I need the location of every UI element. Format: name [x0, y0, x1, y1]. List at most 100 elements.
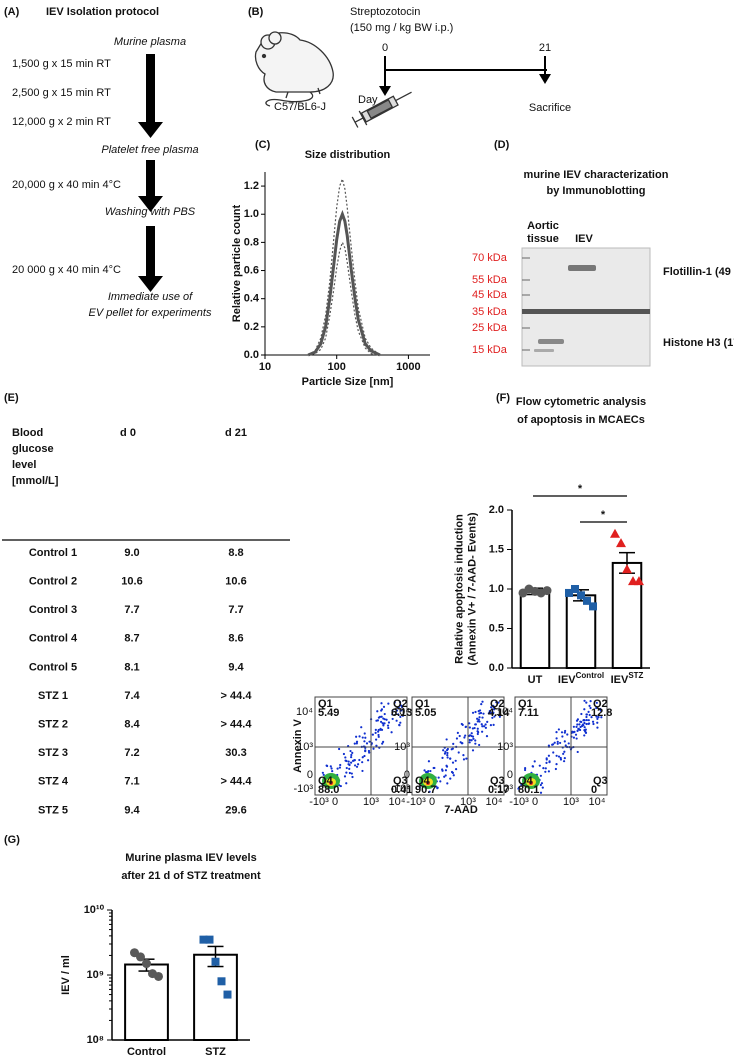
event-dot [547, 770, 550, 773]
y-tick-label: 10⁸ [87, 1034, 104, 1046]
blot-title: by Immunoblotting [547, 185, 646, 197]
event-dot [471, 749, 475, 752]
quadrant-name: Q4 [318, 775, 334, 787]
event-dot [547, 754, 551, 757]
event-dot [471, 735, 475, 738]
event-dot [326, 764, 329, 768]
event-dot [481, 716, 484, 719]
flow-y-tick: 10³ [497, 741, 513, 753]
event-dot [484, 726, 487, 729]
event-dot [589, 706, 592, 710]
event-dot [576, 729, 579, 732]
quadrant-value: 90.7 [415, 784, 436, 796]
event-dot [350, 755, 353, 759]
event-dot [345, 782, 348, 785]
event-dot [338, 766, 342, 769]
event-dot [495, 701, 498, 704]
event-dot [345, 759, 348, 763]
event-dot [595, 715, 598, 718]
event-dot [477, 718, 480, 721]
event-dot [449, 757, 452, 760]
event-dot [595, 706, 598, 710]
quadrant-name: Q3 [393, 775, 408, 787]
flow-y-tick: 0 [404, 769, 410, 781]
data-point [577, 591, 585, 600]
event-dot [366, 759, 370, 762]
data-point [565, 588, 573, 597]
event-dot [555, 731, 558, 734]
data-line [307, 177, 381, 356]
event-dot [382, 724, 385, 727]
quadrant-name: Q3 [490, 775, 505, 787]
event-dot [561, 735, 564, 738]
marker-label: 55 kDa [472, 274, 508, 286]
table-header: level [12, 459, 36, 471]
row-label: Control 1 [29, 547, 77, 559]
quadrant-value: 6.13 [391, 707, 412, 719]
x-tick-label: 1000 [396, 361, 420, 373]
drug-name: Streptozotocin [350, 6, 420, 18]
event-dot [484, 723, 487, 726]
quadrant-name: Q3 [593, 775, 608, 787]
event-dot [397, 713, 400, 716]
event-dot [387, 702, 390, 705]
mouse-icon [254, 31, 334, 107]
event-dot [588, 713, 591, 717]
event-dot [343, 775, 347, 778]
event-dot [575, 725, 578, 728]
event-dot [380, 715, 383, 718]
event-dot [342, 752, 346, 756]
x-tick-label: IEVSTZ [611, 671, 644, 686]
data-line [308, 240, 380, 356]
table-cell: 7.7 [124, 604, 139, 616]
event-dot [583, 699, 586, 702]
event-dot [451, 761, 455, 764]
quadrant-name: Q2 [490, 698, 505, 710]
event-dot [385, 718, 388, 721]
event-dot [587, 719, 590, 722]
event-dot [480, 703, 483, 706]
event-dot [487, 712, 490, 715]
data-point [622, 564, 632, 574]
event-dot [444, 769, 448, 772]
event-dot [350, 753, 353, 757]
event-dot [349, 749, 352, 753]
panel-label: (D) [494, 139, 510, 151]
data-point [616, 538, 626, 548]
event-dot [470, 739, 473, 742]
event-dot [350, 761, 353, 764]
event-dot [578, 728, 582, 732]
lane-label: IEV [575, 233, 593, 245]
panel-label: (G) [4, 834, 20, 846]
y-tick-label: 1.2 [244, 180, 259, 192]
event-dot [541, 786, 544, 789]
event-dot [465, 757, 468, 760]
event-dot [399, 721, 402, 724]
event-dot [548, 760, 551, 764]
event-dot [476, 732, 479, 736]
event-dot [374, 731, 377, 734]
event-dot [473, 726, 476, 730]
event-dot [375, 744, 378, 747]
event-dot [462, 754, 465, 757]
event-dot [575, 737, 578, 740]
marker-label: 45 kDa [472, 289, 508, 301]
y-tick-label: 10⁹ [87, 969, 104, 981]
event-dot [339, 763, 342, 767]
event-dot [364, 736, 367, 739]
panel-label: (A) [4, 6, 20, 18]
marker-label: 25 kDa [472, 322, 508, 334]
event-dot [386, 724, 390, 727]
event-dot [478, 743, 481, 747]
event-dot [476, 717, 479, 720]
event-dot [391, 709, 394, 712]
event-dot [459, 741, 462, 744]
y-tick-label: 0.8 [244, 236, 259, 248]
flow-x-tick: 0 [532, 796, 538, 808]
flow-x-tick: 10³ [460, 796, 476, 808]
y-tick-label: 0.0 [244, 349, 259, 361]
flow-x-tick: 0 [429, 796, 435, 808]
flow-x-tick: 10⁴ [589, 796, 606, 808]
event-dot [476, 720, 479, 723]
event-dot [427, 760, 431, 763]
